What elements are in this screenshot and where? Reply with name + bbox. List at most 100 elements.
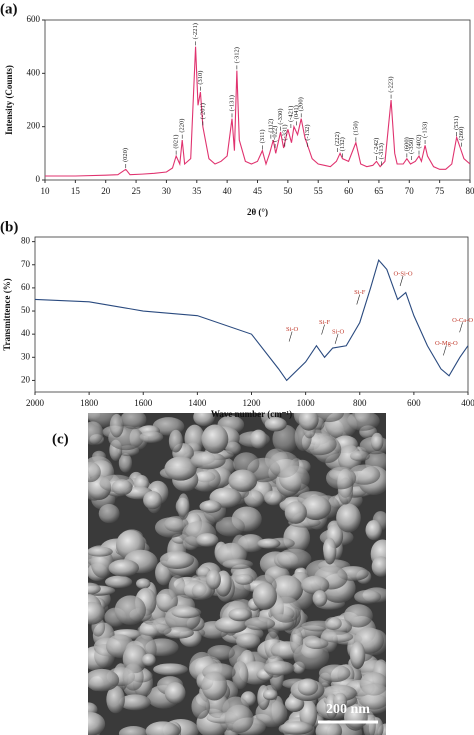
- particle: [191, 693, 210, 719]
- particle: [106, 685, 125, 714]
- data-line: [34, 259, 469, 382]
- panel-label: (a): [0, 1, 18, 17]
- particle: [164, 456, 197, 481]
- annotation: (-242): [373, 138, 380, 154]
- annotation: (-331): [281, 124, 288, 140]
- annotation: (041): [293, 105, 300, 119]
- x-tick-label: 2000: [26, 398, 45, 408]
- x-tick-label: 45: [253, 186, 263, 196]
- x-tick-label: 1400: [188, 398, 207, 408]
- particle: [300, 495, 332, 521]
- annotation-arrow: [399, 275, 404, 287]
- particle: [233, 452, 260, 475]
- annotation: O-Ca-O: [452, 317, 473, 324]
- particle: [297, 678, 319, 696]
- panel-label: (b): [0, 219, 18, 235]
- x-tick-label: 15: [71, 186, 81, 196]
- annotation: (-312): [233, 47, 240, 63]
- particle: [168, 429, 183, 453]
- particle: [277, 548, 312, 569]
- particle: [215, 516, 245, 537]
- particle: [315, 720, 343, 735]
- particle: [349, 641, 366, 670]
- x-tick-label: 20: [101, 186, 111, 196]
- x-tick-label: 55: [314, 186, 324, 196]
- annotation-arrow: [356, 294, 361, 305]
- x-tick-label: 400: [461, 398, 474, 408]
- particle: [304, 637, 329, 649]
- particle: [280, 721, 314, 735]
- particle: [164, 682, 186, 704]
- annotation: (112): [267, 119, 274, 133]
- particle: [155, 588, 178, 613]
- scale-bar-label: 200 nm: [326, 702, 370, 717]
- particle: [171, 606, 202, 619]
- annotation: (150): [352, 121, 359, 135]
- annotation: (-350): [408, 138, 415, 154]
- particle: [118, 453, 133, 473]
- particle: [365, 520, 382, 541]
- x-tick-label: 10: [41, 186, 51, 196]
- particle: [244, 617, 276, 631]
- particle: [105, 575, 133, 589]
- particle: [232, 660, 249, 690]
- y-axis-label: Transmittence (%): [2, 278, 12, 351]
- annotation: (311): [259, 129, 266, 143]
- annotation: (-131): [228, 95, 235, 111]
- particle: [98, 503, 120, 524]
- particle: [270, 596, 302, 623]
- particle: [298, 413, 319, 431]
- annotation: Si-F: [354, 289, 366, 296]
- plot-frame: [44, 19, 471, 181]
- annotation: Si-O: [332, 328, 345, 335]
- annotation: (-221): [192, 23, 199, 39]
- x-tick-label: 60: [344, 186, 354, 196]
- particle: [153, 663, 188, 676]
- annotation: O-Mg-O: [435, 340, 458, 347]
- annotation: (220): [179, 119, 186, 133]
- particle: [324, 616, 342, 631]
- particle: [88, 668, 120, 692]
- annotation: (-330): [277, 108, 284, 124]
- y-tick-label: 20: [21, 374, 31, 384]
- particle: [257, 538, 281, 549]
- particle: [326, 466, 357, 490]
- particle: [222, 559, 254, 570]
- annotation-arrow: [321, 324, 325, 335]
- particle: [228, 607, 252, 622]
- particle: [244, 490, 264, 508]
- y-tick-label: 60: [21, 282, 31, 292]
- x-tick-label: 30: [162, 186, 172, 196]
- particle: [145, 721, 180, 735]
- particle: [354, 589, 382, 604]
- particle: [318, 664, 351, 683]
- particle: [88, 601, 105, 625]
- particle: [237, 534, 265, 553]
- annotation: (-421): [287, 106, 294, 122]
- particle: [109, 413, 124, 438]
- particle: [88, 421, 104, 446]
- particle: [201, 671, 228, 701]
- y-axis-label: Intensity (Counts): [4, 65, 14, 135]
- particle: [143, 490, 162, 510]
- x-tick-label: 50: [283, 186, 293, 196]
- particle: [350, 450, 370, 462]
- particle: [88, 711, 106, 735]
- particle: [114, 595, 146, 625]
- x-tick-label: 35: [192, 186, 202, 196]
- particle: [262, 689, 278, 701]
- annotation: (-313): [378, 143, 385, 159]
- x-tick-label: 75: [435, 186, 445, 196]
- particle: [119, 694, 151, 711]
- x-tick-label: 65: [374, 186, 384, 196]
- particle: [190, 451, 226, 470]
- annotation: O-Si-O: [393, 270, 412, 277]
- annotation: (-223): [388, 76, 395, 92]
- particle: [283, 523, 311, 553]
- particle: [88, 461, 101, 483]
- annotation: (-201): [199, 103, 206, 119]
- particle: [159, 551, 195, 569]
- annotation: (600): [403, 137, 410, 151]
- annotation: (402): [415, 135, 422, 149]
